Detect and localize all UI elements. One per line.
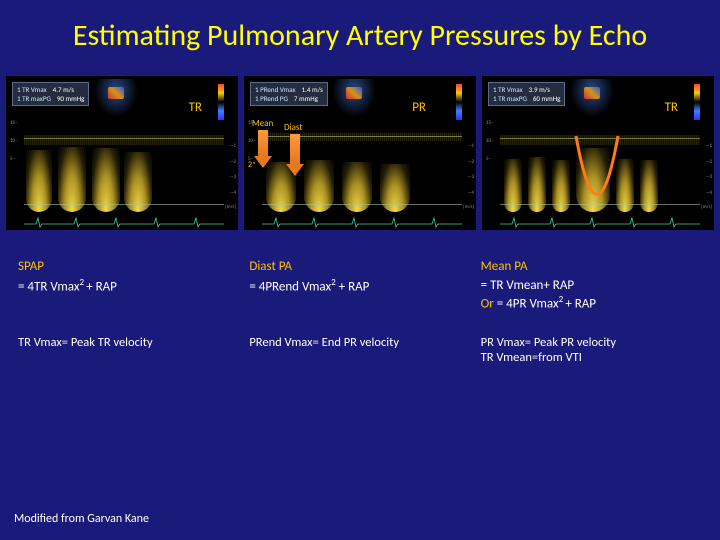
left-scale: 15–10–5– bbox=[10, 120, 20, 212]
marker-label: 2* bbox=[248, 160, 256, 170]
sector-thumbnail bbox=[332, 79, 376, 117]
echo-panels-row: 1 TR Vmax4.7 m/s1 TR maxPG90 mmHg TR 15–10… bbox=[0, 64, 720, 230]
def-col-1: PRend Vmax= End PR velocity bbox=[249, 335, 470, 365]
ecg-trace bbox=[262, 214, 462, 226]
arrow-down-icon bbox=[258, 130, 268, 156]
velocity-colorbar bbox=[218, 84, 224, 120]
formula-head: Mean PA bbox=[481, 258, 702, 276]
formula-line: = 4TR Vmax2 + RAP bbox=[18, 277, 239, 296]
formula-col-2: Mean PA= TR Vmean+ RAPOr = 4PR Vmax2 + R… bbox=[481, 258, 702, 313]
velocity-scale: –-1–-2–-3–-4[m/s] bbox=[702, 126, 712, 212]
formula-col-0: SPAP= 4TR Vmax2 + RAP bbox=[18, 258, 239, 313]
arrow-down-icon bbox=[290, 134, 300, 164]
echo-panel-0: 1 TR Vmax4.7 m/s1 TR maxPG90 mmHg TR 15–10… bbox=[6, 76, 238, 230]
panel-label: PR bbox=[412, 100, 426, 115]
def-col-2: PR Vmax= Peak PR velocityTR Vmean=from V… bbox=[481, 335, 702, 365]
formula-col-1: Diast PA= 4PRend Vmax2 + RAP bbox=[249, 258, 470, 313]
echo-panel-2: 1 TR Vmax3.9 m/s1 TR maxPG60 mmHg TR 15–10… bbox=[482, 76, 714, 230]
echo-panel-1: 1 PRend Vmax1.4 m/s1 PRend PG7 mmHgPR15–… bbox=[244, 76, 476, 230]
velocity-scale: –-1–-2–-3–-4[m/s] bbox=[464, 126, 474, 212]
definitions-row: TR Vmax= Peak TR velocity PRend Vmax= End… bbox=[0, 313, 720, 365]
arrow-label-diast: Diast bbox=[284, 122, 302, 133]
formula-head: SPAP bbox=[18, 258, 239, 276]
formula-line: Or = 4PR Vmax2 + RAP bbox=[481, 294, 702, 313]
measurement-box: 1 PRend Vmax1.4 m/s1 PRend PG7 mmHg bbox=[250, 82, 328, 106]
def-col-0: TR Vmax= Peak TR velocity bbox=[18, 335, 239, 365]
spectral-doppler bbox=[500, 126, 700, 212]
velocity-colorbar bbox=[456, 84, 462, 120]
formulas-row: SPAP= 4TR Vmax2 + RAPDiast PA= 4PRend Vm… bbox=[0, 230, 720, 313]
velocity-scale: –-1–-2–-3–-4[m/s] bbox=[226, 126, 236, 212]
measurement-box: 1 TR Vmax4.7 m/s1 TR maxPG90 mmHg bbox=[12, 82, 89, 106]
attribution-footer: Modified from Garvan Kane bbox=[14, 512, 149, 526]
measurement-box: 1 TR Vmax3.9 m/s1 TR maxPG60 mmHg bbox=[488, 82, 565, 106]
ecg-trace bbox=[24, 214, 224, 226]
panel-label: TR bbox=[189, 100, 202, 115]
formula-line: = 4PRend Vmax2 + RAP bbox=[249, 277, 470, 296]
def-line: PR Vmax= Peak PR velocity bbox=[481, 335, 702, 350]
left-scale: 15–10–5– bbox=[486, 120, 496, 212]
sector-thumbnail bbox=[570, 79, 614, 117]
def-line: TR Vmax= Peak TR velocity bbox=[18, 335, 239, 350]
ecg-trace bbox=[500, 214, 700, 226]
panel-label: TR bbox=[665, 100, 678, 115]
slide-title: Estimating Pulmonary Artery Pressures by… bbox=[0, 0, 720, 64]
spectral-doppler bbox=[24, 126, 224, 212]
arrow-label-mean: Mean bbox=[252, 118, 273, 129]
sector-thumbnail bbox=[94, 79, 138, 117]
formula-line: = TR Vmean+ RAP bbox=[481, 277, 702, 295]
def-line: TR Vmean=from VTI bbox=[481, 350, 702, 365]
def-line: PRend Vmax= End PR velocity bbox=[249, 335, 470, 350]
velocity-colorbar bbox=[694, 84, 700, 120]
formula-head: Diast PA bbox=[249, 258, 470, 276]
